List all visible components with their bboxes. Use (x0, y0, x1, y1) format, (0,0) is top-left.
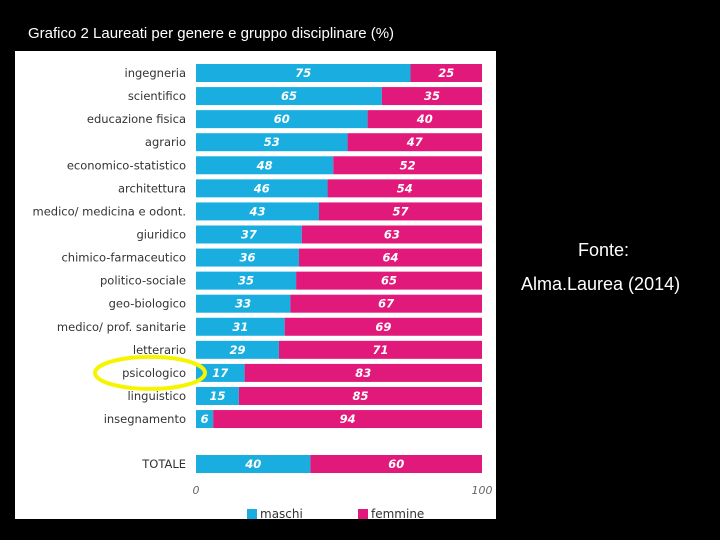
value-label-maschi-agrario: 53 (264, 135, 280, 149)
legend-label-maschi: maschi (260, 507, 303, 519)
value-label-maschi-educazione-fisica: 60 (274, 112, 290, 126)
category-label-agrario: agrario (145, 135, 186, 149)
category-label-totale: TOTALE (141, 457, 186, 471)
bar-femmine-insegnamento (213, 410, 482, 429)
value-label-femmine-medico-medicina-e-odont: 57 (392, 204, 408, 218)
bar-femmine-giuridico (301, 225, 482, 244)
stacked-bar-chart: ingegneria 75 25 scientifico 65 35 educazione … (15, 51, 496, 519)
value-label-maschi-medico-medicina-e-odont: 43 (248, 204, 265, 218)
bar-maschi-chimico-farmaceutico (196, 248, 299, 267)
value-label-maschi-linguistico: 15 (209, 389, 225, 403)
bar-femmine-medico-medicina-e-odont (318, 202, 482, 221)
category-label-insegnamento: insegnamento (104, 412, 186, 426)
legend-swatch-maschi (247, 509, 257, 519)
category-label-chimico-farmaceutico: chimico-farmaceutico (61, 251, 186, 265)
bar-femmine-letterario (278, 340, 482, 359)
value-label-femmine-architettura: 54 (397, 181, 413, 195)
value-label-femmine-psicologico: 83 (355, 366, 371, 380)
bar-femmine-economico-statistico (333, 156, 482, 175)
bar-maschi-totale (196, 455, 311, 473)
bar-maschi-letterario (196, 340, 279, 359)
bar-maschi-insegnamento (196, 410, 214, 429)
bar-maschi-medico-medicina-e-odont (196, 202, 319, 221)
value-label-femmine-giuridico: 63 (384, 227, 400, 241)
category-label-medico-prof-sanitarie: medico/ prof. sanitarie (57, 320, 186, 334)
bar-maschi-linguistico (196, 386, 239, 405)
value-label-maschi-insegnamento: 6 (201, 412, 209, 426)
value-label-maschi-politico-sociale: 35 (238, 274, 254, 288)
value-label-maschi-letterario: 29 (229, 343, 245, 357)
value-label-femmine-educazione-fisica: 40 (416, 112, 433, 126)
value-label-femmine-medico-prof-sanitarie: 69 (375, 320, 391, 334)
x-tick-label-0: 0 (193, 484, 200, 497)
bar-maschi-ingegneria (196, 64, 411, 82)
bar-femmine-geo-biologico (290, 294, 482, 313)
legend-label-femmine: femmine (371, 507, 424, 519)
category-label-psicologico: psicologico (122, 366, 186, 380)
legend-swatch-femmine (358, 509, 368, 519)
value-label-maschi-psicologico: 17 (212, 366, 228, 380)
category-label-architettura: architettura (118, 181, 186, 195)
x-tick-label-100: 100 (472, 484, 493, 497)
value-label-maschi-economico-statistico: 48 (256, 158, 273, 172)
source-label: Fonte: (578, 240, 630, 260)
bar-maschi-scientifico (196, 87, 382, 106)
category-label-giuridico: giuridico (136, 227, 186, 241)
legend: maschi femmine (247, 507, 424, 519)
bar-maschi-geo-biologico (196, 294, 291, 313)
bar-maschi-architettura (196, 179, 328, 198)
category-label-scientifico: scientifico (128, 89, 186, 103)
source-name: Alma.Laurea (2014) (521, 274, 681, 294)
bar-maschi-medico-prof-sanitarie (196, 317, 285, 336)
category-label-economico-statistico: economico-statistico (67, 158, 186, 172)
value-label-femmine-agrario: 47 (406, 135, 423, 149)
category-label-medico-medicina-e-odont: medico/ medicina e odont. (33, 204, 187, 218)
bar-femmine-ingegneria (410, 64, 482, 82)
value-label-maschi-chimico-farmaceutico: 36 (239, 251, 255, 265)
bar-maschi-psicologico (196, 363, 245, 382)
value-label-maschi-giuridico: 37 (241, 227, 257, 241)
bar-maschi-agrario (196, 133, 348, 152)
bar-femmine-politico-sociale (296, 271, 482, 290)
value-label-maschi-geo-biologico: 33 (235, 297, 251, 311)
value-label-maschi-ingegneria: 75 (295, 66, 311, 80)
value-label-femmine-geo-biologico: 67 (378, 297, 394, 311)
value-label-maschi-totale: 40 (244, 457, 261, 471)
value-label-maschi-architettura: 46 (253, 181, 270, 195)
bar-femmine-agrario (347, 133, 482, 152)
bar-femmine-psicologico (244, 363, 482, 382)
highlight-ellipse (93, 354, 207, 391)
bar-femmine-totale (310, 455, 482, 473)
bar-femmine-linguistico (238, 386, 482, 405)
category-label-linguistico: linguistico (127, 389, 186, 403)
bar-maschi-economico-statistico (196, 156, 334, 175)
bar-femmine-chimico-farmaceutico (298, 248, 482, 267)
slide-title: Grafico 2 Laureati per genere e gruppo d… (28, 25, 395, 42)
value-label-femmine-scientifico: 35 (424, 89, 440, 103)
value-label-maschi-scientifico: 65 (281, 89, 297, 103)
value-label-femmine-economico-statistico: 52 (400, 158, 416, 172)
bar-maschi-educazione-fisica (196, 110, 368, 129)
value-label-maschi-medico-prof-sanitarie: 31 (232, 320, 248, 334)
value-label-femmine-chimico-farmaceutico: 64 (382, 251, 398, 265)
bar-maschi-politico-sociale (196, 271, 297, 290)
value-label-femmine-linguistico: 85 (352, 389, 368, 403)
bar-femmine-scientifico (381, 87, 482, 106)
bar-femmine-medico-prof-sanitarie (284, 317, 482, 336)
category-label-geo-biologico: geo-biologico (109, 297, 186, 311)
category-label-ingegneria: ingegneria (125, 66, 187, 80)
value-label-femmine-totale: 60 (388, 457, 404, 471)
value-label-femmine-insegnamento: 94 (340, 412, 356, 426)
bar-maschi-giuridico (196, 225, 302, 244)
value-label-femmine-politico-sociale: 65 (381, 274, 397, 288)
category-label-politico-sociale: politico-sociale (100, 274, 186, 288)
bar-femmine-architettura (327, 179, 482, 198)
category-label-letterario: letterario (133, 343, 186, 357)
category-label-educazione-fisica: educazione fisica (87, 112, 186, 126)
bar-femmine-educazione-fisica (367, 110, 482, 129)
value-label-femmine-ingegneria: 25 (438, 66, 454, 80)
value-label-femmine-letterario: 71 (372, 343, 388, 357)
